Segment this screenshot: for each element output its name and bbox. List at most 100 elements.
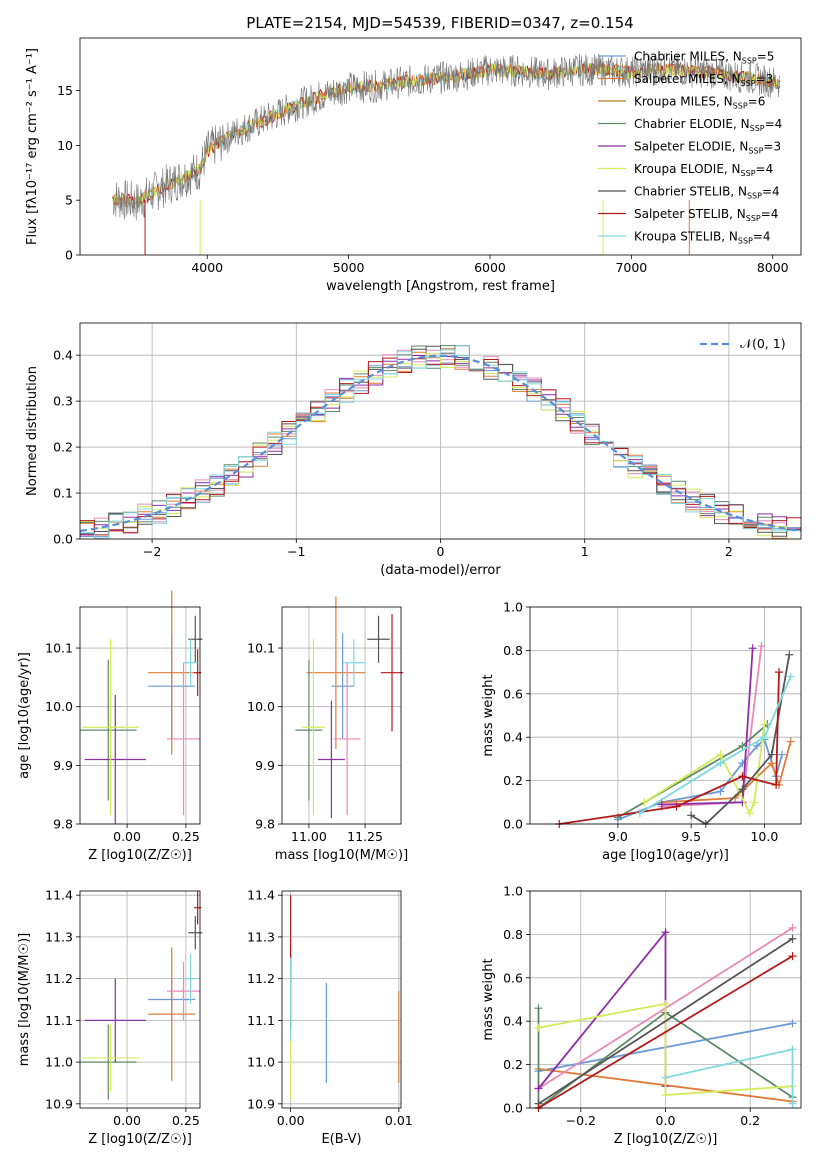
weight-series-marker bbox=[788, 923, 797, 932]
mass_vs_EBV-ytick-label: 11.4 bbox=[247, 888, 275, 903]
weight-series-marker bbox=[767, 759, 776, 768]
mass_vs_EBV-ytick-label: 11.1 bbox=[247, 1013, 275, 1028]
errorbar-point bbox=[148, 590, 196, 755]
residuals-ytick-label: 0.4 bbox=[53, 348, 73, 363]
residuals-xlabel: (data-model)/error bbox=[380, 563, 501, 578]
weight_vs_age-xtick-label: 9.5 bbox=[681, 829, 701, 844]
errorbar-point bbox=[333, 662, 361, 816]
errorbar-point bbox=[84, 694, 146, 824]
legend-label-main: Kroupa ELODIE, N bbox=[634, 162, 741, 176]
age_vs_Z-axes: 0.00 0.25 9.8 9.9 10.0 10.1 bbox=[45, 607, 200, 844]
legend-label-suffix: =4 bbox=[765, 117, 783, 131]
legend-label: Kroupa STELIB, NSSP=4 bbox=[634, 230, 771, 246]
weight-series-marker bbox=[745, 809, 754, 818]
weight-series-marker bbox=[788, 1019, 797, 1028]
weight_vs_age-frame bbox=[529, 606, 802, 825]
residuals-xtick-label: −1 bbox=[287, 544, 305, 559]
legend-label-suffix: =6 bbox=[748, 95, 766, 109]
weight-series-marker bbox=[748, 644, 757, 653]
weight-series-marker bbox=[788, 952, 797, 961]
residuals-xtick-label: 1 bbox=[581, 544, 589, 559]
legend-label: Chabrier ELODIE, NSSP=4 bbox=[634, 117, 782, 133]
weight-series-marker bbox=[687, 811, 696, 820]
mass_vs_Z-ytick-label: 11.3 bbox=[45, 929, 73, 944]
legend-label-suffix: =4 bbox=[756, 162, 774, 176]
weight_vs_Z-ytick-label: 0.0 bbox=[503, 1101, 523, 1116]
residuals-xtick-label: 0 bbox=[437, 544, 445, 559]
normal-legend-label: 𝒩(0, 1) bbox=[740, 336, 786, 351]
weight-series-marker bbox=[534, 1004, 543, 1013]
mass_vs_Z-ytick-label: 11.2 bbox=[45, 971, 73, 986]
mass_vs_Z-axes: 0.00 0.25 10.9 11.0 11.1 11.2 11.3 11.4 bbox=[45, 888, 200, 1128]
mass_vs_EBV-ytick-label: 10.9 bbox=[247, 1096, 275, 1111]
weight-series-marker bbox=[785, 650, 794, 659]
weight_vs_Z-xtick-label: 0.0 bbox=[656, 1113, 676, 1128]
weight-series-marker bbox=[738, 785, 747, 794]
spectrum-ytick-label: 15 bbox=[57, 83, 73, 98]
legend-label: Salpeter MILES, NSSP=3 bbox=[634, 72, 773, 88]
age_vs_Z-ylabel: age [log10(age/yr)] bbox=[17, 652, 32, 779]
legend-label-suffix: =4 bbox=[761, 207, 779, 221]
mass_vs_EBV-ytick-label: 11.3 bbox=[247, 929, 275, 944]
age_vs_mass-axes: 11.00 11.25 9.8 9.9 10.0 10.1 bbox=[247, 607, 401, 844]
legend-label-main: Chabrier MILES, N bbox=[634, 50, 742, 64]
weight_vs_age-xtick-label: 10.0 bbox=[750, 829, 778, 844]
weight-series-marker bbox=[760, 720, 769, 729]
weight_vs_Z-ytick-label: 0.8 bbox=[503, 927, 523, 942]
errorbar-point bbox=[80, 1024, 137, 1100]
legend-label: Salpeter STELIB, NSSP=4 bbox=[634, 207, 778, 223]
weight-series-marker bbox=[753, 741, 762, 750]
residuals-xtick-label: −2 bbox=[143, 544, 161, 559]
mass_vs_Z-xtick-label: 0.00 bbox=[113, 1113, 141, 1128]
weight_vs_age-ytick-label: 0.0 bbox=[503, 817, 523, 832]
figure-title: PLATE=2154, MJD=54539, FIBERID=0347, z=0… bbox=[246, 14, 633, 32]
age_vs_mass-ytick-label: 10.0 bbox=[247, 699, 275, 714]
weight-series-marker bbox=[661, 928, 670, 937]
mass_vs_Z-ytick-label: 11.1 bbox=[45, 1013, 73, 1028]
weight-series-marker bbox=[738, 772, 747, 781]
legend-label-main: Kroupa MILES, N bbox=[634, 95, 733, 109]
spectrum-xtick-label: 5000 bbox=[333, 260, 365, 275]
weight-series-line bbox=[538, 1002, 793, 1096]
legend-label: Kroupa MILES, NSSP=6 bbox=[634, 95, 765, 111]
mass_vs_Z-xtick-label: 0.25 bbox=[172, 1113, 200, 1128]
errorbar-point bbox=[380, 614, 404, 732]
weight-series-marker bbox=[772, 780, 781, 789]
errorbar-point bbox=[82, 639, 139, 816]
mass_vs_EBV-xlabel: E(B-V) bbox=[321, 1132, 361, 1147]
weight_vs_Z-ylabel: mass weight bbox=[481, 958, 496, 1040]
mass_vs_Z-frame bbox=[79, 890, 201, 1109]
legend-label-sub: SSP bbox=[747, 192, 762, 201]
mass_vs_Z-ytick-label: 10.9 bbox=[45, 1096, 73, 1111]
legend-label-main: Salpeter STELIB, N bbox=[634, 207, 746, 221]
age_vs_mass-xtick-label: 11.25 bbox=[347, 829, 383, 844]
weight_vs_Z-ytick-label: 0.2 bbox=[503, 1057, 523, 1072]
weight-series-marker bbox=[661, 1073, 670, 1082]
weight_vs_Z-xtick-label: 0.2 bbox=[740, 1113, 760, 1128]
weight-series-marker bbox=[777, 750, 786, 759]
weight_vs_age-axes: 9.0 9.5 10.0 0.0 0.2 0.4 0.6 0.8 1.0 bbox=[503, 600, 801, 844]
weight-series-marker bbox=[788, 1045, 797, 1054]
errorbar-point bbox=[82, 1024, 139, 1092]
weight_vs_age-ylabel: mass weight bbox=[481, 674, 496, 756]
weight-series-marker bbox=[534, 1023, 543, 1032]
legend-label-main: Salpeter ELODIE, N bbox=[634, 140, 748, 154]
weight-series-marker bbox=[750, 798, 759, 807]
weight-series-marker bbox=[760, 733, 769, 742]
spectrum-ylabel: Flux [fλ10⁻¹⁷ erg cm⁻² s⁻¹ A⁻¹] bbox=[25, 48, 40, 245]
legend-label-sub: SSP bbox=[738, 237, 753, 246]
weight-series-marker bbox=[788, 934, 797, 943]
weight-series-marker bbox=[661, 999, 670, 1008]
errorbar-point bbox=[367, 615, 390, 663]
legend-label-sub: SSP bbox=[750, 124, 765, 133]
residual-histogram bbox=[80, 353, 801, 540]
weight_vs_age-ytick-label: 0.2 bbox=[503, 773, 523, 788]
age_vs_Z-xtick-label: 0.25 bbox=[172, 829, 200, 844]
weight_vs_age-ytick-label: 0.4 bbox=[503, 730, 523, 745]
legend-label-sub: SSP bbox=[741, 169, 756, 178]
residuals-ytick-label: 0.1 bbox=[53, 486, 73, 501]
legend-label-main: Kroupa STELIB, N bbox=[634, 230, 738, 244]
weight-series-marker bbox=[786, 737, 795, 746]
legend-label-suffix: =3 bbox=[763, 140, 781, 154]
residuals-ylabel: Normed distribution bbox=[25, 366, 40, 496]
